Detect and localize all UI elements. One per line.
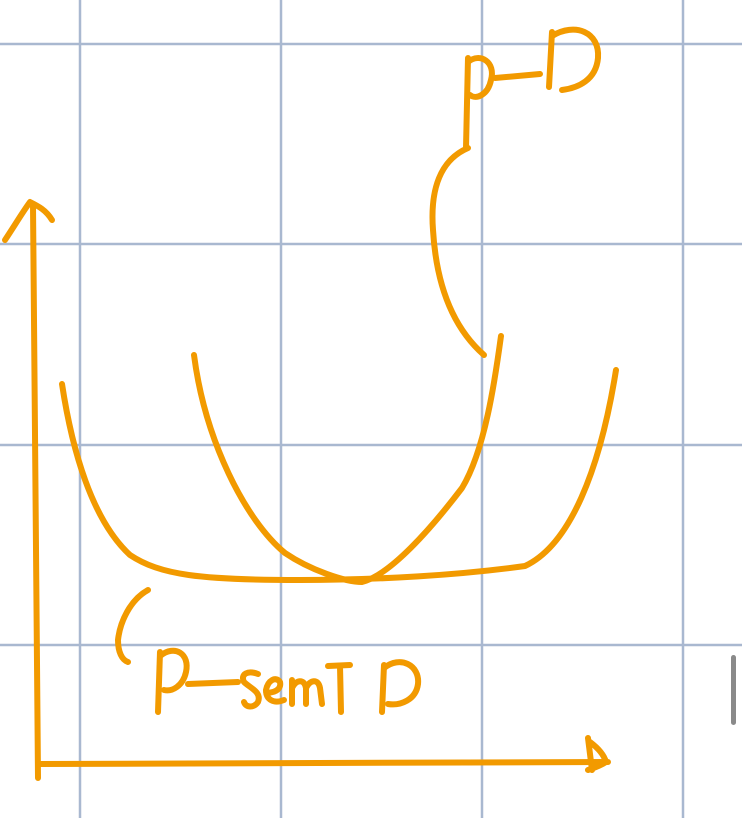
bottom-label-text: p-semip [160,699,169,701]
x-axis-line [37,759,611,767]
top-label-handwriting [463,26,602,151]
curve-wide [59,367,619,583]
ink-strokes [2,26,619,781]
y-axis-line [30,202,41,781]
y-axis-arrow-icon [2,199,55,243]
scroll-indicator[interactable] [731,655,736,725]
x-axis-arrow-icon [585,735,609,773]
bottom-label-bracket [115,587,151,665]
bottom-label-handwriting [115,587,422,715]
curve-narrow [191,333,504,585]
annotation-leader-line [429,145,487,358]
